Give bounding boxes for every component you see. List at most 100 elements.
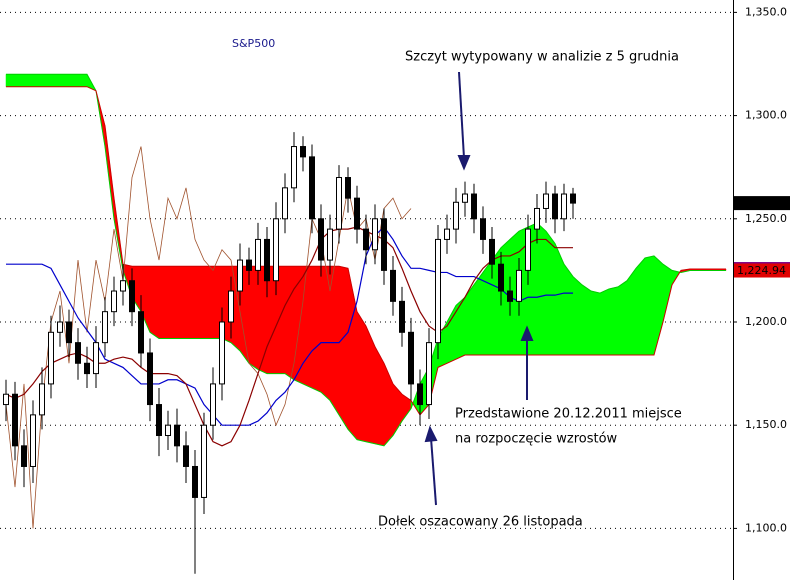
cloud-fill (473, 271, 484, 356)
cloud-fill (590, 290, 601, 356)
candle-body (507, 290, 513, 302)
candle-body (156, 404, 162, 437)
candle-body (390, 269, 396, 302)
candle-body (372, 218, 378, 251)
candle-body (426, 342, 432, 406)
cloud-fill (644, 255, 655, 356)
candle-body (120, 280, 126, 292)
cloud-span (6, 86, 726, 416)
candle-body (75, 342, 81, 364)
candle-body (147, 352, 153, 406)
candle-body (111, 290, 117, 313)
cloud-fill (23, 74, 34, 87)
candle-body (57, 321, 63, 333)
y-tick-label: 1,200.0 (745, 315, 787, 328)
candle-body (228, 290, 234, 323)
candle-body (291, 146, 297, 189)
candle-body (192, 465, 198, 498)
candle-body (21, 445, 27, 467)
candle-body (543, 193, 549, 209)
candle-body (237, 259, 243, 292)
cloud-fill (185, 266, 196, 339)
annotation: na rozpoczęcie wzrostów (455, 432, 618, 447)
cloud-fill (338, 265, 349, 431)
candle-body (561, 193, 567, 220)
candle-body (462, 193, 468, 203)
cloud-fill (329, 266, 340, 416)
cloud-fill (68, 74, 79, 87)
candle-body (570, 193, 576, 204)
arrow (458, 71, 465, 159)
annotation: Szczyt wytypowany w analizie z 5 grudnia (405, 50, 679, 65)
chart-title: S&P500 (232, 37, 275, 50)
arrow-head (424, 425, 438, 443)
candle-body (183, 445, 189, 467)
cloud-fill (581, 284, 592, 356)
cloud-fill (608, 286, 619, 356)
arrow-head (457, 155, 471, 171)
candle-body (273, 218, 279, 282)
y-tick-label: 1,150.0 (745, 418, 787, 431)
candle-body (39, 383, 45, 416)
candle-body (102, 311, 108, 344)
arrow (430, 437, 437, 506)
cloud-fill (41, 74, 52, 87)
candle-body (138, 311, 144, 354)
price-label-box (734, 263, 790, 278)
cloud-fill (167, 266, 178, 339)
candle-body (516, 269, 522, 302)
candle-body (264, 238, 270, 282)
candle-body (219, 321, 225, 385)
cloud-fill (302, 266, 313, 389)
annotation: Dołek oszacowany 26 listopada (378, 515, 583, 530)
candle-body (129, 280, 135, 313)
cloud-fill (617, 280, 628, 356)
cloud-fill (176, 266, 187, 339)
cloud-fill (32, 74, 43, 87)
plot-area (0, 11, 733, 574)
candle-body (84, 362, 90, 375)
candle-body (453, 201, 459, 230)
candle-body (201, 424, 207, 498)
cloud-fill (545, 230, 556, 356)
y-tick-label: 1,250.0 (745, 212, 787, 225)
cloud-fill (5, 74, 16, 87)
y-tick-label: 1,300.0 (745, 109, 787, 122)
cloud-fill (59, 74, 70, 87)
candle-body (417, 383, 423, 406)
candle-body (336, 177, 342, 230)
candle-body (381, 218, 387, 271)
cloud-fill (275, 266, 286, 374)
arrow-head (520, 325, 534, 341)
indicator-line (5, 146, 412, 529)
cloud-fill (356, 310, 367, 443)
arrows (424, 71, 534, 506)
candle-body (480, 218, 486, 240)
cloud-fill (536, 222, 547, 356)
candle-body (471, 193, 477, 220)
candle-body (246, 259, 252, 271)
cloud-fill (320, 266, 331, 401)
y-tick-label: 1,100.0 (745, 521, 787, 534)
candle-body (444, 228, 450, 240)
annotation: Przedstawione 20.12.2011 miejsce (455, 407, 682, 422)
candle-body (210, 383, 216, 426)
cloud-fill (482, 259, 493, 356)
price-label: 1,257.6 (737, 197, 779, 210)
cloud-span (6, 73, 726, 447)
candle-body (318, 218, 324, 261)
y-tick-label: 1,350.0 (745, 5, 787, 18)
candle-body (489, 238, 495, 265)
cloud-fill (14, 74, 25, 87)
cloud-fill (50, 74, 61, 87)
cloud-fill (311, 266, 322, 393)
candle-body (354, 197, 360, 230)
candle-body (498, 263, 504, 292)
candle-body (534, 207, 540, 230)
candle-body (3, 393, 9, 406)
candle-body (30, 414, 36, 467)
cloud-fill (635, 257, 646, 356)
indicator-line (5, 226, 573, 447)
